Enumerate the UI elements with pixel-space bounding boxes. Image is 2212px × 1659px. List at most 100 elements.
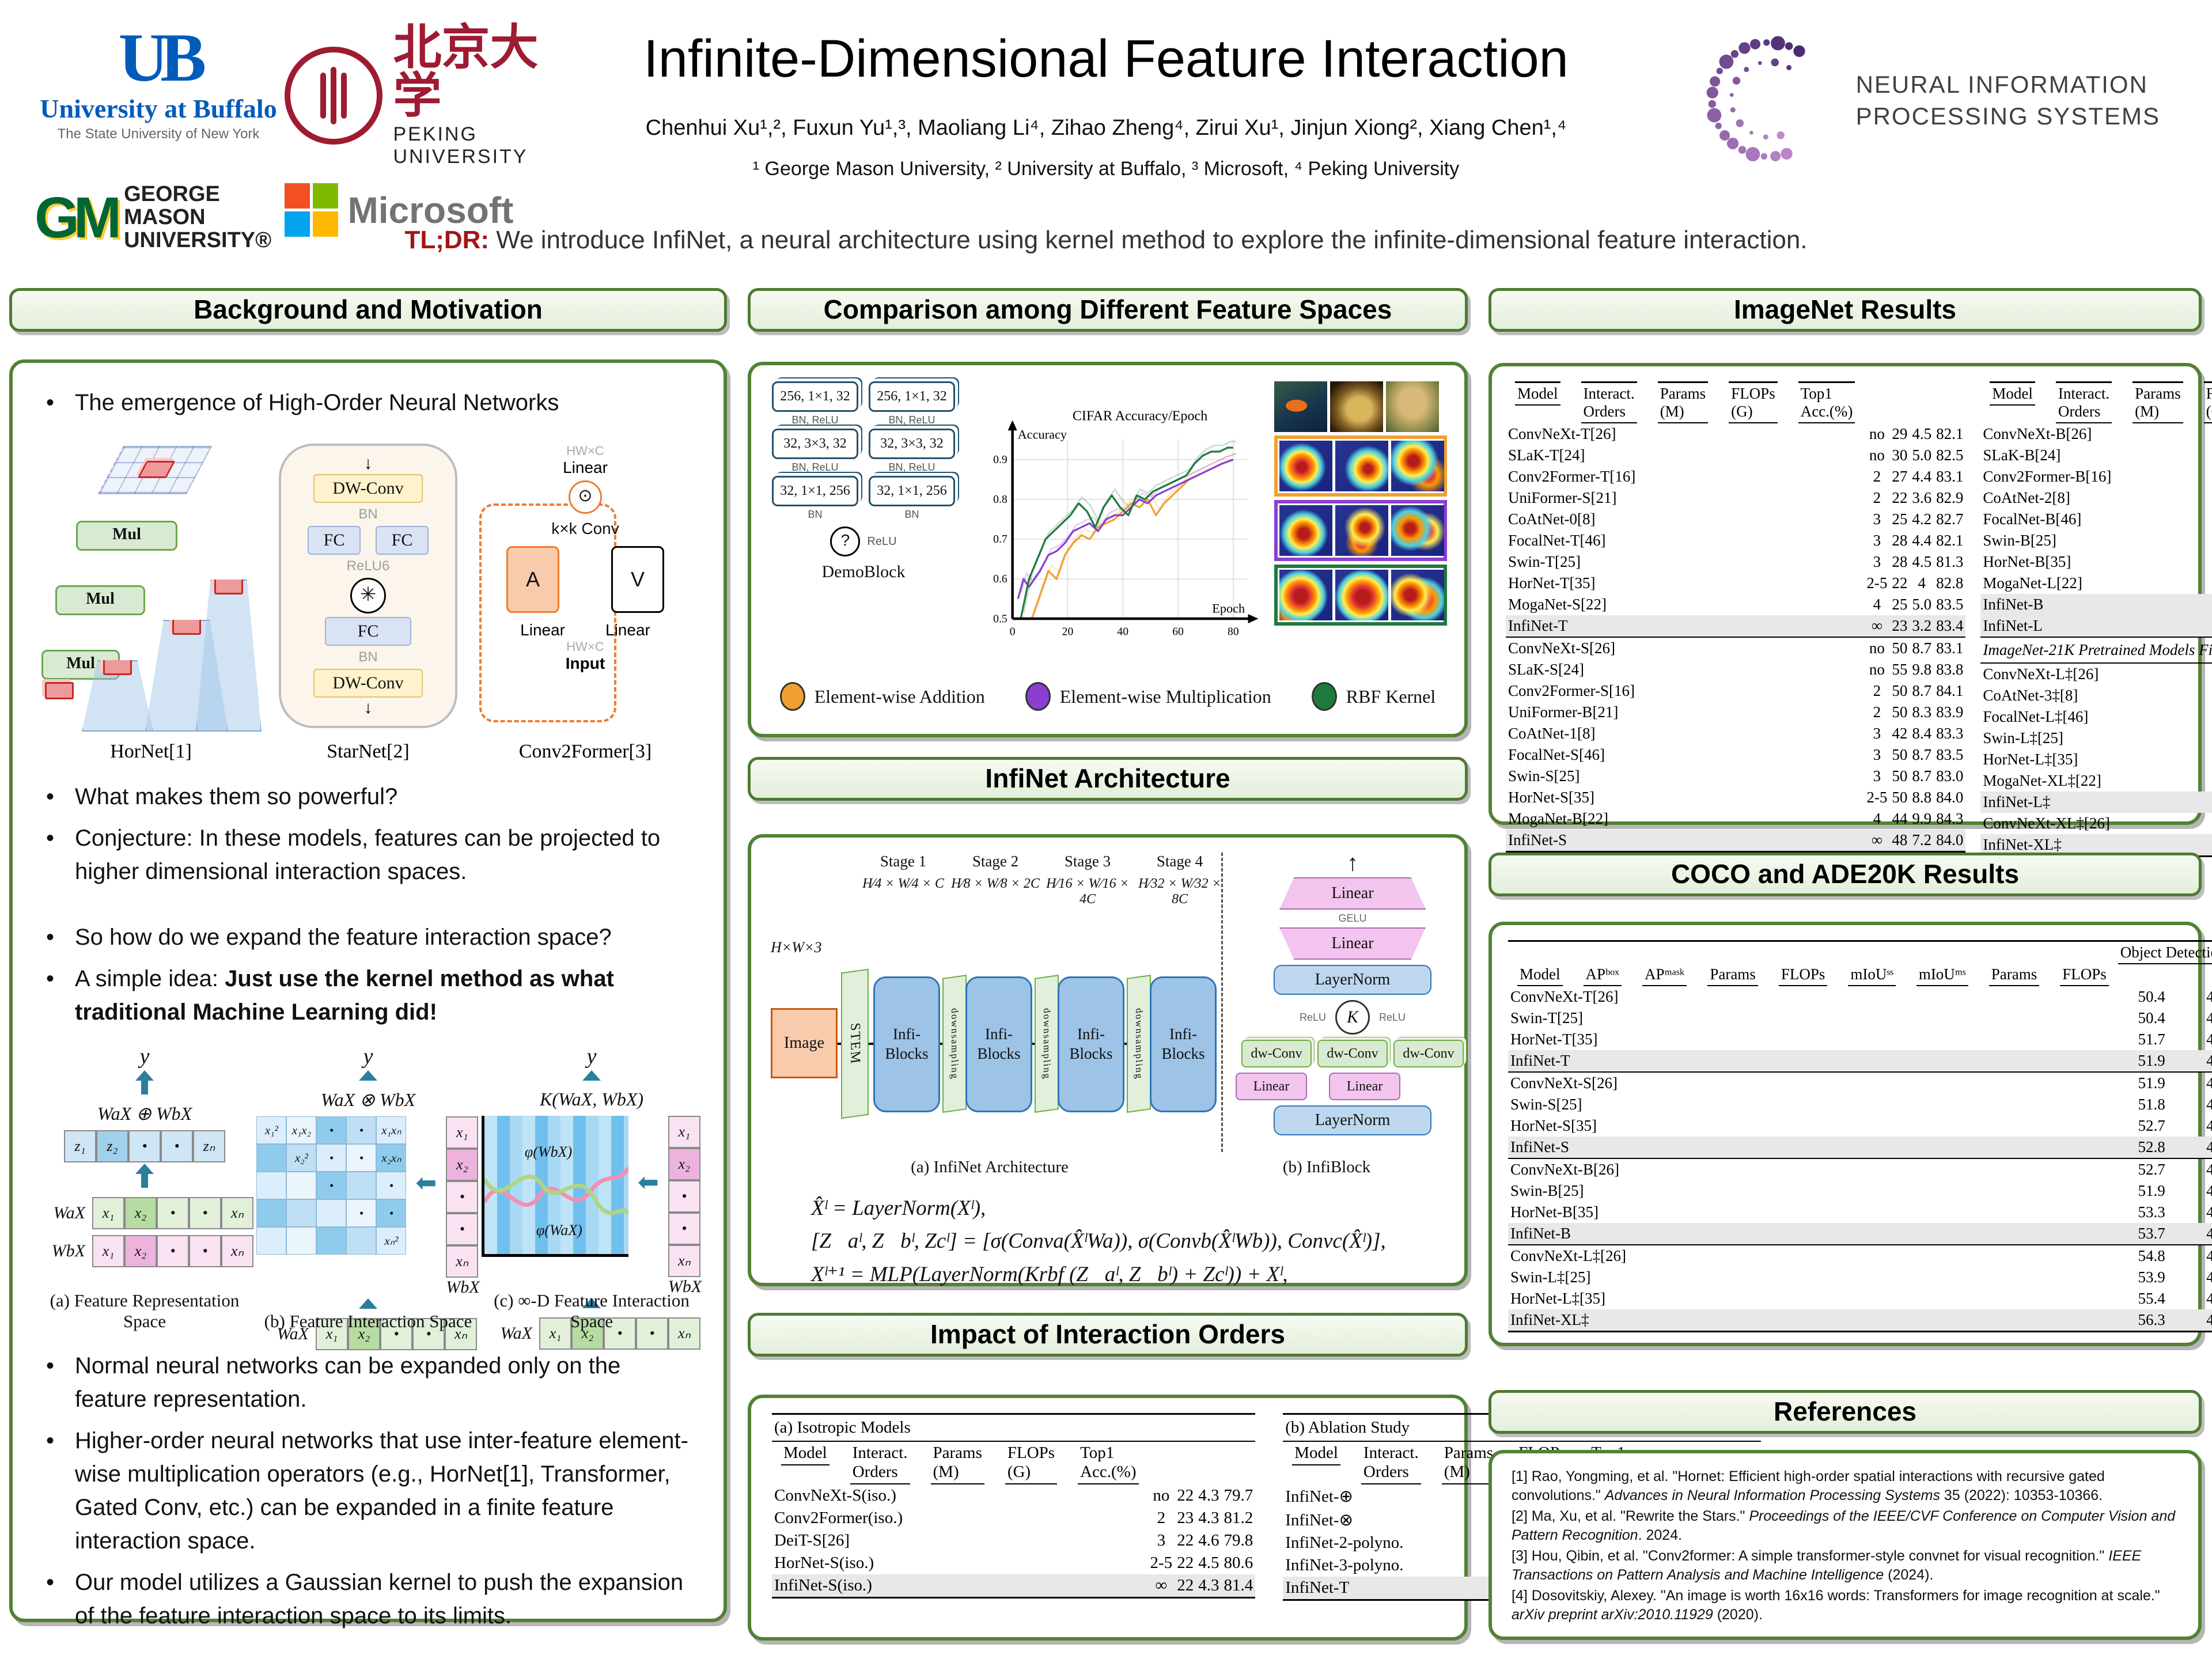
vector-cell: x₁: [539, 1317, 571, 1350]
peking-university-logo: 北京大学 PEKING UNIVERSITY: [285, 23, 561, 168]
table-cell: 2: [1873, 489, 1881, 506]
table-cell: 83.9: [1936, 703, 1964, 721]
bullet-item: Higher-order neural networks that use in…: [38, 1424, 698, 1558]
equation-line: X̂ˡ = LayerNorm(Xˡ),: [811, 1196, 986, 1220]
wax-vector: x₁ x₂ • • xₙ: [92, 1197, 253, 1229]
table-cell: 82.5: [1936, 446, 1964, 464]
bn-relu-label: BN, ReLU: [791, 461, 839, 473]
table-cell: ConvNeXt-B[26]: [1508, 1158, 2118, 1180]
hwc-label: HW×C: [566, 639, 604, 654]
vector-cell: •: [604, 1317, 636, 1350]
vector-cell: •: [636, 1317, 668, 1350]
table-cell: 82.1: [1936, 532, 1964, 549]
table-cell: InfiNet-S: [1506, 830, 1865, 853]
table-cell: 9.9: [1912, 810, 1932, 827]
table-row: InfiNet-L∞116.819.184.8: [1980, 615, 2212, 637]
table-cell: 45.6: [2206, 1117, 2212, 1134]
table-cell: SLaK-T[24]: [1508, 446, 1585, 464]
column-middle: Comparison among Different Feature Space…: [748, 288, 1761, 1641]
bullet-item: So how do we expand the feature interact…: [38, 921, 698, 954]
table-row: FocalNet-S[46] 3 50 8.7 83.5: [1506, 744, 1965, 766]
table-cell: 51.7: [2138, 1031, 2165, 1048]
dwconv-block: DW-Conv: [313, 669, 423, 698]
table-row: ConvNeXt-S[26]51.945.0108M827G48.749.682…: [1508, 1071, 2212, 1094]
svg-text:0.7: 0.7: [993, 533, 1007, 546]
vector-cell: x₂: [668, 1148, 700, 1180]
table-cell: no: [1869, 446, 1885, 464]
svg-text:Epoch: Epoch: [1212, 601, 1245, 615]
table-row: FocalNet-T[46] 3 28 4.4 82.1: [1506, 530, 1965, 551]
table-cell: MogaNet-S[22]: [1508, 596, 1607, 613]
infi-blocks-stage2: Infi-Blocks: [965, 976, 1032, 1112]
column-header: APᵇᵒˣ: [1583, 964, 1622, 986]
cam-tile: [1391, 570, 1444, 620]
dwconv-block: DW-Conv: [313, 474, 423, 503]
infiblock-diagram: ↑ Linear GELU Linear LayerNorm ReLU K Re…: [1236, 851, 1469, 1152]
table-row: SLaK-S[24] no 55 9.8 83.8: [1506, 659, 1965, 680]
dwconv-block: dw-Conv: [1317, 1040, 1388, 1067]
table-cell: 53.3: [2138, 1203, 2165, 1221]
table-cell: CoAtNet-1[8]: [1508, 725, 1596, 742]
table-cell: 47.3: [2206, 1225, 2212, 1242]
section-title-impact: Impact of Interaction Orders: [748, 1313, 1468, 1357]
wbx-label: WbX: [51, 1241, 85, 1260]
downsampling-block: downsampling: [1127, 975, 1151, 1113]
matrix-cell: [286, 1172, 317, 1199]
infi-blocks-stage3: Infi-Blocks: [1058, 976, 1124, 1112]
linear-block: Linear: [1279, 927, 1426, 960]
matrix-cell: x₁²: [256, 1116, 287, 1144]
table-cell: 3.6: [1912, 489, 1932, 506]
unknown-op-icon: ?: [830, 527, 861, 556]
infinite-feature-space-diagram: y K(WaX, WbX) φ(WbX) φ(WaX): [481, 1044, 702, 1350]
column-header: Model: [1990, 381, 2035, 406]
university-at-buffalo-logo: UB University at Buffalo The State Unive…: [35, 23, 282, 142]
legend-label: RBF Kernel: [1346, 685, 1436, 707]
matrix-cell: •: [316, 1144, 347, 1172]
table-row: Swin-S[25]51.844.7107M838G47.649.581M103…: [1508, 1094, 2212, 1115]
infi-blocks-stage1: Infi-Blocks: [873, 976, 940, 1112]
matrix-cell: •: [376, 1172, 407, 1199]
table-cell: 22: [1892, 574, 1908, 592]
fs-b-caption: (b) Feature Interaction Space: [264, 1311, 472, 1331]
table-row: CoAtNet-1[8] 3 42 8.4 83.3: [1506, 723, 1965, 744]
table-cell: 42: [1892, 725, 1908, 742]
isotropic-models-table: (a) Isotropic Models Model Interact. Orders…: [772, 1413, 1256, 1622]
vector-cell: x₁: [92, 1235, 124, 1267]
column-header: FLOPs(G): [1005, 1442, 1058, 1484]
imagenet-table-right: ModelInteract.OrdersParams(M)FLOPs(G)Top…: [1980, 381, 2212, 857]
vector-cell: x₂: [124, 1197, 157, 1229]
stage-header: Stage 2 H⁄8 × W⁄8 × 2C: [951, 853, 1040, 891]
sum-op-label: WaX ⊕ WbX: [97, 1103, 192, 1124]
linear-block: Linear: [1329, 1073, 1400, 1100]
table-row: HorNet-S[35] 2-5 50 8.8 84.0: [1506, 787, 1965, 808]
table-cell: 30: [1892, 446, 1908, 464]
vector-cell: •: [446, 1213, 479, 1245]
bullet-item: What makes them so powerful?: [38, 780, 698, 813]
feature-cube-icon: [214, 579, 243, 594]
table-cell: 83.4: [1936, 617, 1964, 634]
column-header: Model: [1517, 964, 1563, 986]
left-arrow-icon: ⬅: [415, 1169, 437, 1197]
section-title-comparison: Comparison among Different Feature Space…: [748, 288, 1468, 332]
star-multiply-icon: ✳: [350, 578, 386, 613]
conv-spec-block: 256, 1×1, 32: [772, 381, 858, 412]
table-cell: 43.7: [2206, 1009, 2212, 1027]
table-cell: HorNet-L‡[35]: [1983, 751, 2078, 768]
table-cell: 3: [1873, 532, 1881, 549]
vector-cell: •: [128, 1130, 161, 1162]
table-cell: 3: [1873, 725, 1881, 742]
downsampling-block: downsampling: [942, 975, 967, 1113]
legend-item: RBF Kernel: [1311, 682, 1436, 711]
svg-text:0.9: 0.9: [993, 453, 1007, 466]
section-title-background: Background and Motivation: [9, 288, 727, 332]
table-cell: 4.4: [1912, 532, 1932, 549]
table-cell: no: [1864, 637, 1890, 659]
table-row: ConvNeXt-L‡[26]no19810187.5: [1980, 663, 2212, 685]
poster-columns: Background and Motivation The emergence …: [0, 288, 2212, 1641]
table-cell: ∞: [1871, 617, 1883, 634]
starnet-diagram: ↓ DW-Conv BN FC FC ReLU6 ✳ FC BN DW-Conv: [273, 440, 463, 763]
matrix-cell: [256, 1227, 287, 1255]
cam-tile: [1386, 381, 1439, 432]
table-cell: InfiNet-L‡: [1983, 793, 2051, 810]
